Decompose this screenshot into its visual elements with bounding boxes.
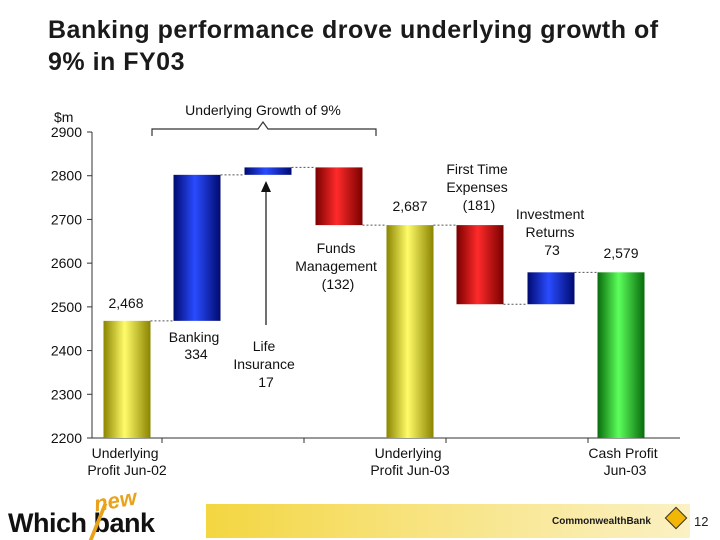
y-tick-label: 2800 bbox=[51, 168, 82, 184]
bar-life-insurance bbox=[244, 167, 292, 175]
waterfall-chart: $m 2200 2300 2400 2500 2600 2700 2800 2900 Unde… bbox=[51, 102, 680, 478]
bar-underlying-profit-jun-03 bbox=[386, 225, 434, 438]
y-axis-ticks: 2200 2300 2400 2500 2600 2700 2800 2900 bbox=[51, 124, 589, 446]
footer-band bbox=[206, 504, 690, 538]
y-unit-label: $m bbox=[54, 109, 73, 125]
logo-bank-text: bank bbox=[93, 508, 156, 538]
bracket-line bbox=[151, 120, 377, 136]
annotation-life-insurance: Life Insurance 17 bbox=[233, 338, 298, 390]
value-label-cash-profit: 2,579 bbox=[603, 245, 638, 261]
annotation-banking: Banking 334 bbox=[169, 329, 223, 362]
bracket-label: Underlying Growth of 9% bbox=[185, 102, 341, 118]
page-number: 12 bbox=[694, 514, 709, 529]
which-new-bank-logo: Which​ bank new bbox=[8, 484, 198, 540]
bar-annotations: Banking 334 Life Insurance 17 Funds Mana… bbox=[169, 161, 588, 390]
x-category-labels: Underlying Profit Jun-02 Underlying Prof… bbox=[87, 445, 661, 478]
arrow-head bbox=[261, 181, 271, 192]
slide-title: Banking performance drove underlying gro… bbox=[48, 16, 659, 76]
y-tick-label: 2600 bbox=[51, 255, 82, 271]
growth-bracket: Underlying Growth of 9% bbox=[151, 102, 377, 136]
value-label-underlying-jun03: 2,687 bbox=[392, 198, 427, 214]
bar-banking bbox=[173, 174, 221, 321]
value-label-start: 2,468 bbox=[108, 295, 143, 311]
logo-which-text: Which bbox=[8, 508, 87, 538]
bar-cash-profit-jun-03 bbox=[597, 272, 645, 438]
slide-footer: Which​ bank new CommonwealthBank 12 bbox=[0, 484, 720, 540]
value-labels: 2,468 2,687 2,579 bbox=[108, 198, 638, 311]
bar-investment-returns bbox=[527, 272, 575, 305]
waterfall-connectors bbox=[150, 166, 598, 322]
annotation-funds-management: Funds Management (132) bbox=[295, 240, 381, 292]
x-label-underlying-jun02: Underlying Profit Jun-02 bbox=[87, 445, 167, 478]
annotation-first-time-expenses: First Time Expenses (181) bbox=[446, 161, 511, 213]
x-label-cash-profit: Cash Profit Jun-03 bbox=[588, 445, 661, 478]
bar-funds-management bbox=[315, 167, 363, 226]
y-tick-label: 2200 bbox=[51, 430, 82, 446]
annotation-investment-returns: Investment Returns 73 bbox=[516, 206, 588, 258]
waterfall-bars bbox=[103, 167, 645, 438]
y-tick-label: 2700 bbox=[51, 211, 82, 227]
y-tick-label: 2300 bbox=[51, 386, 82, 402]
bar-first-time-expenses bbox=[456, 225, 504, 305]
bar-underlying-profit-jun-02 bbox=[103, 320, 151, 438]
y-tick-label: 2900 bbox=[51, 124, 82, 140]
commonwealth-bank-wordmark: CommonwealthBank bbox=[552, 516, 651, 527]
y-tick-label: 2500 bbox=[51, 299, 82, 315]
logo-wordmark: Which​ bank bbox=[8, 508, 156, 538]
life-insurance-arrow bbox=[261, 181, 271, 325]
y-tick-label: 2400 bbox=[51, 343, 82, 359]
x-label-underlying-jun03: Underlying Profit Jun-03 bbox=[370, 445, 450, 478]
